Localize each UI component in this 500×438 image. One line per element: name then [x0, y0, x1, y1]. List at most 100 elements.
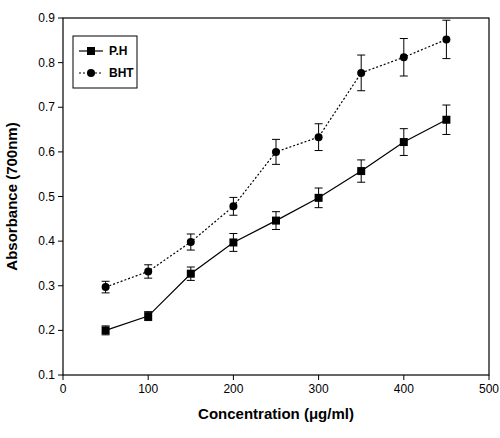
- y-tick-label: 0.8: [38, 56, 55, 70]
- series-line: [106, 120, 447, 331]
- x-tick: [318, 375, 319, 380]
- error-bar: [102, 281, 110, 293]
- y-tick-label: 0.4: [38, 234, 55, 248]
- x-tick-label: 400: [394, 382, 414, 396]
- y-tick-label: 0.2: [38, 323, 55, 337]
- error-bar: [187, 267, 195, 280]
- error-cap: [272, 164, 280, 165]
- error-cap: [144, 278, 152, 279]
- error-cap: [357, 182, 365, 183]
- series-line: [106, 39, 447, 287]
- marker: [315, 194, 323, 202]
- error-cap: [442, 134, 450, 135]
- error-cap: [187, 233, 195, 234]
- error-cap: [187, 267, 195, 268]
- y-tick: [58, 375, 63, 376]
- y-tick: [58, 107, 63, 108]
- x-tick: [148, 375, 149, 380]
- error-cap: [187, 280, 195, 281]
- error-bar: [357, 160, 365, 182]
- error-bar: [229, 197, 237, 215]
- y-tick: [58, 18, 63, 19]
- legend-marker: [87, 47, 95, 55]
- marker: [357, 167, 365, 175]
- x-tick-label: 200: [223, 382, 243, 396]
- error-cap: [102, 334, 110, 335]
- error-cap: [357, 90, 365, 91]
- error-cap: [442, 105, 450, 106]
- error-bar: [315, 188, 323, 208]
- error-cap: [272, 211, 280, 212]
- error-cap: [229, 233, 237, 234]
- error-bar: [357, 55, 365, 91]
- x-tick-label: 500: [479, 382, 499, 396]
- error-bar: [272, 212, 280, 230]
- error-cap: [442, 58, 450, 59]
- marker: [272, 148, 280, 156]
- plot-frame: [63, 18, 489, 375]
- y-tick: [58, 330, 63, 331]
- x-tick: [233, 375, 234, 380]
- series: [102, 20, 451, 293]
- y-tick-label: 0.1: [38, 368, 55, 382]
- error-cap: [229, 197, 237, 198]
- error-bar: [144, 265, 152, 278]
- marker: [144, 312, 152, 320]
- error-cap: [315, 123, 323, 124]
- marker: [442, 116, 450, 124]
- chart: 01002003004005000.10.20.30.40.50.60.70.8…: [0, 0, 500, 438]
- x-tick-label: 300: [309, 382, 329, 396]
- marker: [102, 283, 110, 291]
- marker: [229, 238, 237, 246]
- error-bar: [102, 326, 110, 335]
- y-axis-label: Absorbance (700nm): [3, 122, 20, 270]
- error-bar: [315, 124, 323, 151]
- error-cap: [315, 150, 323, 151]
- error-cap: [187, 250, 195, 251]
- y-tick: [58, 62, 63, 63]
- error-cap: [400, 76, 408, 77]
- series: [102, 105, 451, 335]
- marker: [442, 35, 450, 43]
- error-cap: [272, 139, 280, 140]
- marks: [102, 20, 451, 335]
- error-cap: [442, 20, 450, 21]
- y-tick-label: 0.5: [38, 190, 55, 204]
- x-axis-label: Concentration (μg/ml): [198, 405, 354, 422]
- error-cap: [357, 55, 365, 56]
- x-tick-label: 100: [138, 382, 158, 396]
- error-cap: [272, 229, 280, 230]
- y-tick: [58, 196, 63, 197]
- error-cap: [144, 311, 152, 312]
- error-cap: [315, 207, 323, 208]
- legend: P.H BHT: [73, 36, 137, 88]
- error-cap: [102, 325, 110, 326]
- error-cap: [102, 292, 110, 293]
- marker: [102, 326, 110, 334]
- y-tick: [58, 151, 63, 152]
- error-cap: [400, 128, 408, 129]
- error-bar: [229, 234, 237, 252]
- error-bar: [442, 105, 450, 134]
- marker: [400, 53, 408, 61]
- error-cap: [144, 320, 152, 321]
- marker: [357, 69, 365, 77]
- legend-label: P.H: [109, 44, 127, 58]
- y-tick-label: 0.6: [38, 145, 55, 159]
- error-cap: [400, 155, 408, 156]
- error-cap: [144, 264, 152, 265]
- marker: [229, 202, 237, 210]
- x-tick: [489, 375, 490, 380]
- error-cap: [229, 251, 237, 252]
- legend-label: BHT: [109, 66, 134, 80]
- error-cap: [400, 38, 408, 39]
- error-cap: [229, 215, 237, 216]
- error-bar: [144, 312, 152, 321]
- legend-marker: [87, 69, 95, 77]
- x-tick-label: 0: [60, 382, 67, 396]
- error-cap: [315, 188, 323, 189]
- marker: [144, 267, 152, 275]
- y-tick-label: 0.7: [38, 100, 55, 114]
- marker: [272, 217, 280, 225]
- error-cap: [102, 281, 110, 282]
